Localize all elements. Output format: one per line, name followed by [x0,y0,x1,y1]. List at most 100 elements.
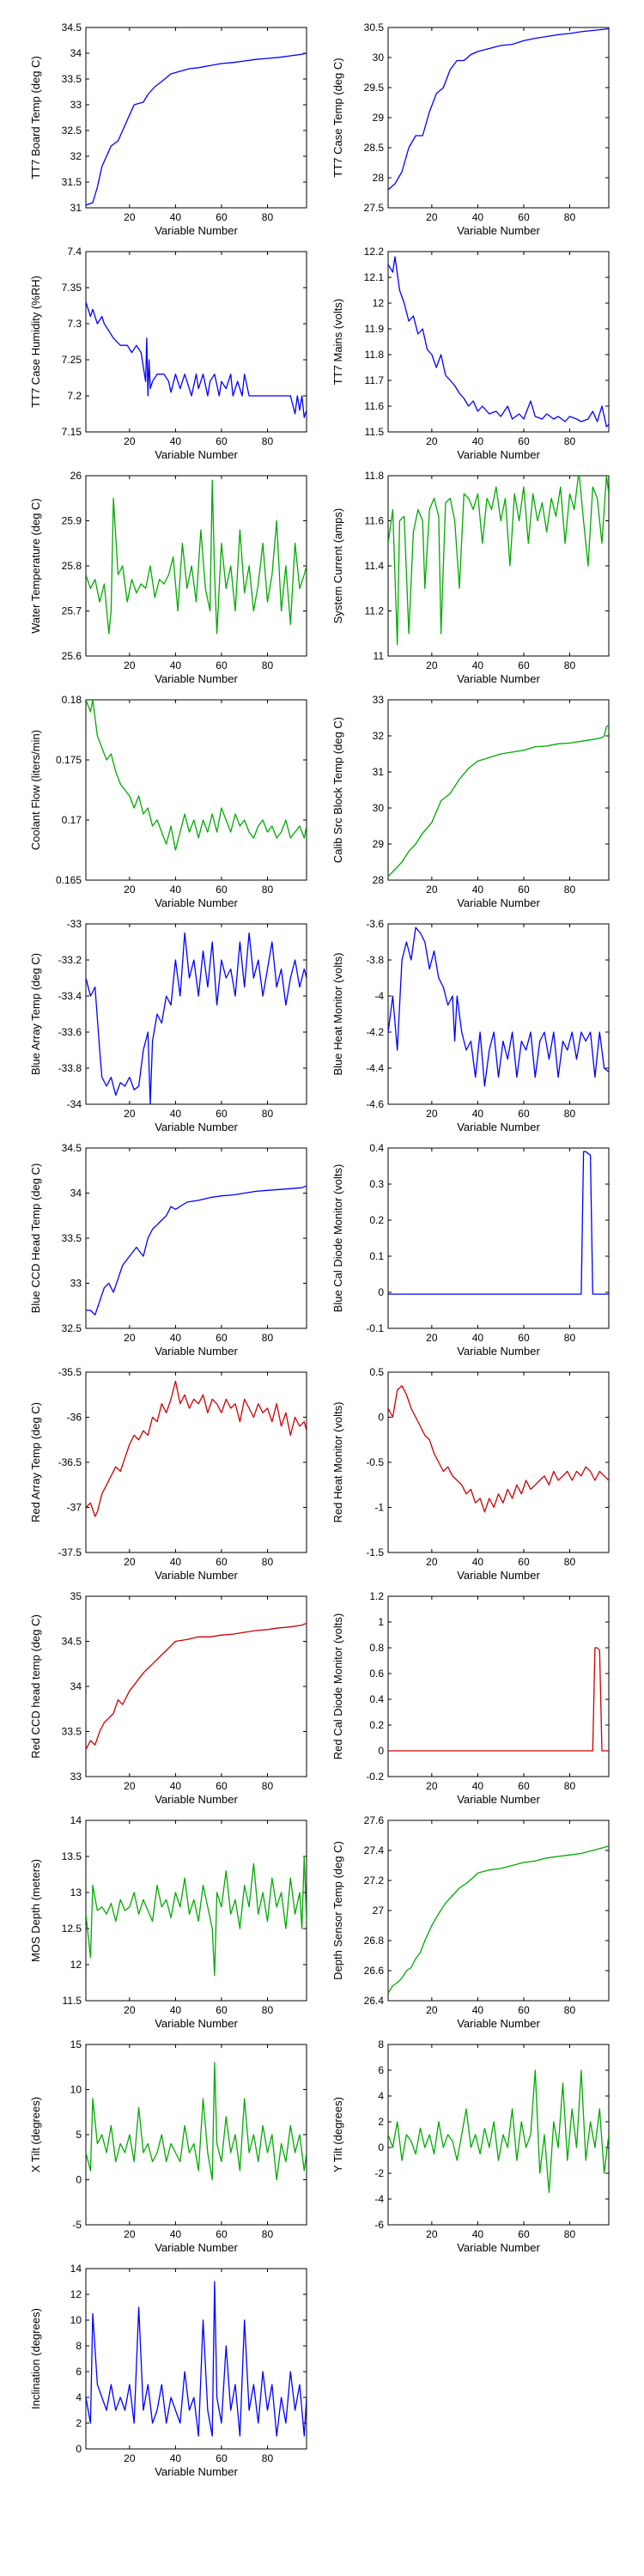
series-line [86,479,307,635]
y-tick-label: 4 [378,2090,384,2102]
axes-box [85,699,307,881]
y-tick-label: 0 [76,2443,82,2455]
y-tick-label: 0.4 [369,1693,384,1705]
y-tick-label: 33 [70,1278,82,1290]
x-tick-label: 80 [564,659,576,671]
y-axis-label: Blue Cal Diode Monitor (volts) [331,1164,344,1313]
y-tick-label: 10 [70,2084,82,2096]
y-tick-label: -3.8 [366,954,384,966]
y-tick-label: 12.5 [62,1923,82,1935]
y-tick-label: -4.4 [366,1062,384,1074]
x-tick-label: 40 [170,2228,182,2240]
x-tick-label: 80 [564,1108,576,1120]
y-tick-label: 31 [70,202,82,214]
y-tick-label: 26.4 [364,1995,385,2007]
y-tick-label: 11.4 [365,560,385,572]
x-tick-label: 40 [170,884,182,896]
axes-box [85,2268,307,2450]
y-tick-label: 33 [373,694,385,706]
x-tick-label: 80 [262,884,274,896]
y-tick-label: 10 [70,2314,82,2326]
x-axis-label: Variable Number [457,896,540,909]
series-line [86,1856,307,1977]
chart-panel-3: 20 40 60 80 11.5 11.6 11.7 11.8 11.9 12 12.1 12.2 Va… [331,246,610,461]
y-tick-label: 26.6 [364,1965,385,1977]
y-tick-label: 7.15 [62,426,82,438]
y-tick-label: 0.175 [56,754,82,766]
x-axis-label: Variable Number [155,896,238,909]
y-tick-label: 7.3 [67,318,82,330]
axes-box [387,251,610,433]
chart-panel-8: 20 40 60 80 -34 -33.8 -33.6 -33.4 -33.2 -33 Variab… [29,918,307,1133]
y-tick-label: -4.6 [366,1098,384,1110]
x-tick-label: 20 [426,884,438,896]
y-axis-label: Coolant Flow (liters/min) [29,730,42,850]
y-axis-label: TT7 Case Temp (deg C) [331,58,344,177]
y-tick-label: 0.8 [369,1642,384,1654]
x-tick-label: 40 [472,1108,484,1120]
y-tick-label: 34.5 [62,1142,82,1154]
x-axis-label: Variable Number [457,224,540,237]
x-tick-label: 80 [564,1332,576,1344]
y-tick-label: -4 [374,2193,384,2205]
chart-panel-10: 20 40 60 80 32.5 33 33.5 34 34.5 Variable Number B… [29,1142,307,1358]
y-tick-label: 30 [373,802,385,814]
y-tick-label: 13.5 [62,1850,82,1862]
y-tick-label: 25.8 [62,560,82,572]
x-axis-label: Variable Number [155,2465,238,2478]
y-tick-label: -33.6 [58,1026,82,1038]
x-axis-label: Variable Number [155,672,238,685]
x-tick-label: 60 [518,1332,530,1344]
y-tick-label: -6 [374,2219,384,2231]
x-tick-label: 60 [216,2452,228,2464]
x-tick-label: 80 [262,1780,274,1792]
y-tick-label: 29 [373,838,385,850]
chart-panel-4: 20 40 60 80 25.6 25.7 25.8 25.9 26 Variable Numbe… [29,470,307,685]
axes-box [387,699,610,881]
x-tick-label: 40 [170,1556,182,1568]
x-axis-label: Variable Number [155,1793,238,1806]
x-axis-label: Variable Number [155,2017,238,2030]
y-tick-label: -37.5 [58,1546,82,1558]
x-tick-label: 40 [170,435,182,447]
x-tick-label: 80 [262,2452,274,2464]
x-tick-label: 20 [124,211,136,223]
series-line [388,1647,609,1752]
y-tick-label: 25.9 [62,515,82,527]
chart-panel-20: 20 40 60 80 0 2 4 6 8 10 12 14 Variable Number Inclin… [29,2263,307,2478]
y-tick-label: 27.4 [364,1844,385,1856]
y-tick-label: 34.5 [62,21,82,33]
y-axis-label: Calib Src Block Temp (deg C) [331,717,344,863]
y-tick-label: 11.2 [365,605,385,617]
chart-panel-0: 20 40 60 80 31 31.5 32 32.5 33 33.5 34 34.5 Variable… [29,21,307,237]
series-line [86,1622,307,1750]
x-tick-label: 80 [262,435,274,447]
y-tick-label: 0.18 [62,694,82,706]
axes-box [387,1595,610,1777]
x-tick-label: 20 [124,659,136,671]
y-axis-label: TT7 Case Humidity (%RH) [29,276,42,408]
x-tick-label: 60 [518,2004,530,2016]
x-tick-label: 80 [262,659,274,671]
y-tick-label: 34 [70,47,82,59]
x-axis-label: Variable Number [155,224,238,237]
x-tick-label: 20 [426,435,438,447]
x-axis-label: Variable Number [457,448,540,461]
x-tick-label: 80 [564,884,576,896]
series-line [86,52,307,206]
series-line [86,2281,307,2437]
chart-panel-13: 20 40 60 80 -1.5 -1 -0.5 0 0.5 Variable Number Red… [331,1366,610,1582]
y-tick-label: 26 [70,470,82,482]
y-tick-label: 12.1 [364,271,385,283]
x-tick-label: 60 [518,435,530,447]
x-tick-label: 60 [216,1556,228,1568]
y-axis-label: Water Temperature (deg C) [29,498,42,634]
x-tick-label: 40 [170,659,182,671]
y-tick-label: 0 [378,2142,384,2154]
x-tick-label: 20 [124,2228,136,2240]
y-tick-label: -1 [374,1502,384,1514]
y-tick-label: -37 [67,1502,82,1514]
x-tick-label: 60 [216,1332,228,1344]
y-tick-label: 32 [373,730,385,742]
x-tick-label: 60 [518,1556,530,1568]
